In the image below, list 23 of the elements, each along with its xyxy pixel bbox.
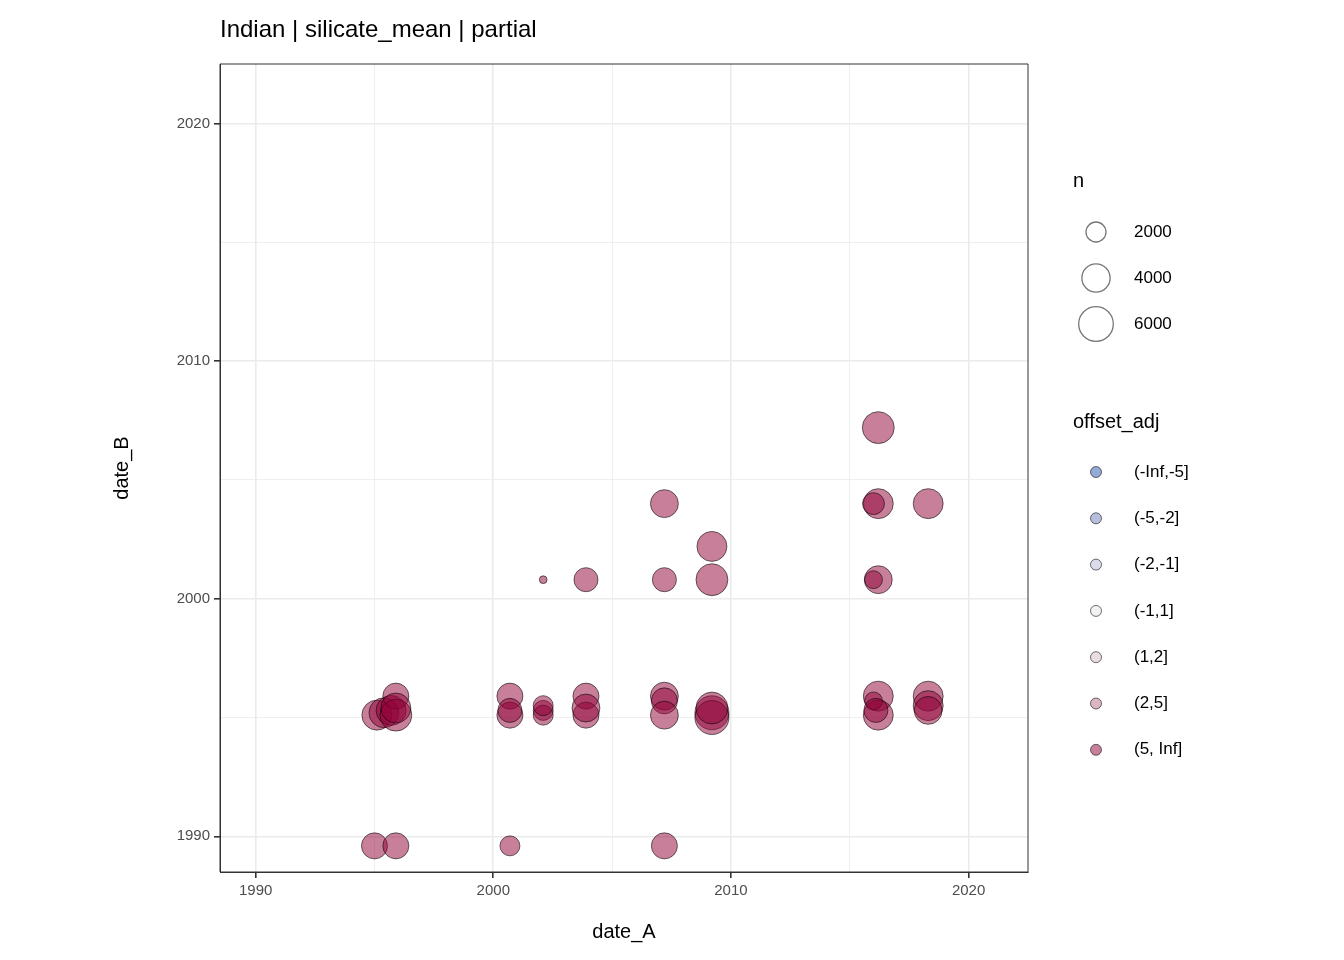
x-tick-label: 2010 — [714, 881, 748, 899]
legend-label: (-1,1] — [1134, 600, 1174, 620]
text: offset_adj — [1073, 409, 1160, 432]
y-tick-label: 2010 — [176, 351, 210, 369]
legend-label: (1,2] — [1134, 646, 1169, 666]
legend-label: (-2,-1] — [1134, 554, 1180, 574]
x-axis-title: date_A — [592, 919, 657, 943]
legend-label: (5, Inf] — [1134, 739, 1183, 759]
y-tick-label: 1990 — [176, 826, 210, 844]
x-tick-label: 1990 — [238, 881, 273, 899]
legend-label: (-5,-2] — [1134, 507, 1180, 527]
text: n — [1073, 168, 1085, 191]
legend-label: 6000 — [1134, 313, 1172, 333]
y-tick-label: 2020 — [176, 113, 210, 131]
y-tick-label: 2000 — [176, 588, 210, 606]
legend-label: 4000 — [1134, 267, 1172, 287]
y-axis-title: date_B — [109, 436, 133, 500]
legend-label: 2000 — [1134, 221, 1172, 241]
x-tick-label: 2000 — [476, 881, 510, 899]
chart-title: Indian | silicate_mean | partial — [220, 14, 537, 42]
legend-label: (-Inf,-5] — [1134, 461, 1189, 481]
legend-label: (2,5] — [1134, 693, 1169, 713]
x-tick-label: 2020 — [951, 881, 986, 899]
